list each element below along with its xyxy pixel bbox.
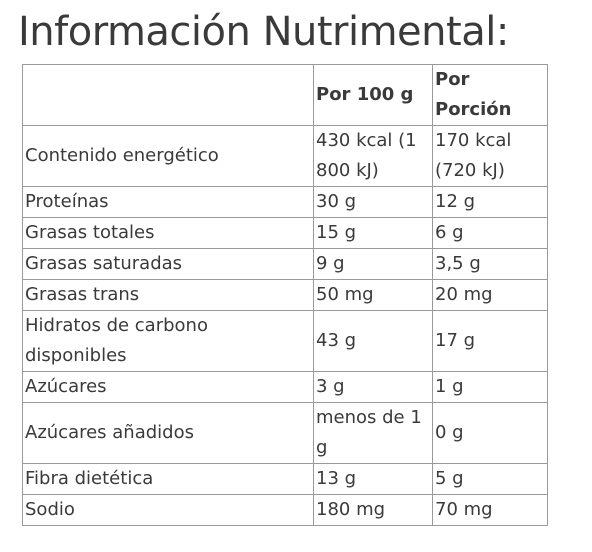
value-per-portion: 0 g <box>432 402 548 464</box>
value-per-portion: 20 mg <box>432 279 548 311</box>
table-row: Grasas trans 50 mg 20 mg <box>22 279 548 311</box>
value-per-portion: 3,5 g <box>432 248 548 280</box>
value-per-100g: menos de 1 g <box>313 402 433 464</box>
nutrient-name: Azúcares <box>22 371 314 403</box>
table-row: Proteínas 30 g 12 g <box>22 186 548 218</box>
nutrient-name: Fibra dietética <box>22 463 314 495</box>
nutrient-name: Grasas trans <box>22 279 314 311</box>
value-per-portion: 70 mg <box>432 494 548 526</box>
value-per-100g: 430 kcal (1 800 kJ) <box>313 125 433 187</box>
table-row: Grasas saturadas 9 g 3,5 g <box>22 248 548 280</box>
value-per-portion: 5 g <box>432 463 548 495</box>
value-per-portion: 12 g <box>432 186 548 218</box>
value-per-100g: 3 g <box>313 371 433 403</box>
page-title: Información Nutrimental: <box>18 9 509 55</box>
value-per-portion: 6 g <box>432 217 548 249</box>
table-row: Grasas totales 15 g 6 g <box>22 217 548 249</box>
value-per-100g: 30 g <box>313 186 433 218</box>
header-cell-per-100g: Por 100 g <box>313 64 433 126</box>
nutrient-name: Proteínas <box>22 186 314 218</box>
nutrient-name: Azúcares añadidos <box>22 402 314 464</box>
value-per-portion: 170 kcal (720 kJ) <box>432 125 548 187</box>
nutrient-name: Contenido energético <box>22 125 314 187</box>
nutrient-name: Grasas saturadas <box>22 248 314 280</box>
value-per-100g: 180 mg <box>313 494 433 526</box>
value-per-100g: 43 g <box>313 310 433 372</box>
table-row: Fibra dietética 13 g 5 g <box>22 463 548 495</box>
value-per-100g: 13 g <box>313 463 433 495</box>
table-row: Sodio 180 mg 70 mg <box>22 494 548 526</box>
table-row: Azúcares añadidos menos de 1 g 0 g <box>22 402 548 464</box>
nutrient-name: Sodio <box>22 494 314 526</box>
table-row: Azúcares 3 g 1 g <box>22 371 548 403</box>
nutrient-name: Grasas totales <box>22 217 314 249</box>
table-header-row: Por 100 g Por Porción <box>22 64 548 126</box>
value-per-100g: 50 mg <box>313 279 433 311</box>
table-row: Hidratos de carbono disponibles 43 g 17 … <box>22 310 548 372</box>
nutrient-name: Hidratos de carbono disponibles <box>22 310 314 372</box>
value-per-100g: 9 g <box>313 248 433 280</box>
nutrition-table: Por 100 g Por Porción Contenido energéti… <box>22 64 548 526</box>
value-per-100g: 15 g <box>313 217 433 249</box>
value-per-portion: 17 g <box>432 310 548 372</box>
value-per-portion: 1 g <box>432 371 548 403</box>
header-cell-nutrient <box>22 64 314 126</box>
table-row: Contenido energético 430 kcal (1 800 kJ)… <box>22 125 548 187</box>
header-cell-per-portion: Por Porción <box>432 64 548 126</box>
